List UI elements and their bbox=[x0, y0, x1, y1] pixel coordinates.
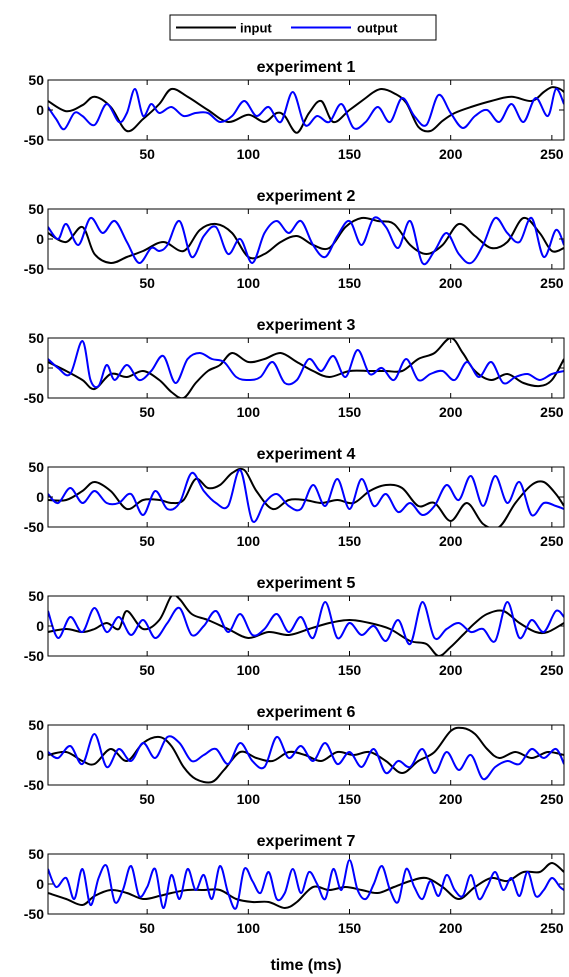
plot-area-3 bbox=[48, 338, 564, 398]
y-tick-label: 50 bbox=[28, 459, 44, 475]
x-tick-label: 50 bbox=[139, 791, 155, 807]
x-tick-label: 250 bbox=[540, 920, 564, 936]
x-tick-label: 50 bbox=[139, 533, 155, 549]
series-line-input-1 bbox=[48, 86, 564, 134]
series-line-output-7 bbox=[48, 859, 564, 910]
y-tick-label: 50 bbox=[28, 846, 44, 862]
series-line-input-5 bbox=[48, 596, 564, 656]
y-tick-label: 0 bbox=[36, 747, 44, 763]
panel-7: experiment 7 -50 0 50 50 100 150 200 250 bbox=[24, 833, 565, 936]
y-tick-label: -50 bbox=[24, 777, 44, 793]
y-tick-label: -50 bbox=[24, 390, 44, 406]
panel-2: experiment 2 -50 0 50 50 100 150 200 250 bbox=[24, 188, 565, 291]
x-tick-label: 100 bbox=[237, 920, 261, 936]
x-tick-label: 250 bbox=[540, 275, 564, 291]
x-axis-label: time (ms) bbox=[270, 957, 341, 974]
y-tick-label: 0 bbox=[36, 360, 44, 376]
x-tick-label: 250 bbox=[540, 404, 564, 420]
x-tick-label: 250 bbox=[540, 533, 564, 549]
panel-title-2: experiment 2 bbox=[257, 188, 356, 205]
x-tick-label: 150 bbox=[338, 275, 362, 291]
series-line-input-3 bbox=[48, 338, 564, 398]
x-tick-label: 200 bbox=[439, 146, 463, 162]
x-tick-label: 150 bbox=[338, 791, 362, 807]
y-tick-label: 0 bbox=[36, 618, 44, 634]
panel-title-6: experiment 6 bbox=[257, 704, 356, 721]
x-tick-label: 250 bbox=[540, 146, 564, 162]
x-tick-label: 100 bbox=[237, 275, 261, 291]
plot-area-6 bbox=[48, 726, 564, 784]
y-tick-label: -50 bbox=[24, 132, 44, 148]
x-tick-label: 50 bbox=[139, 146, 155, 162]
x-tick-label: 100 bbox=[237, 791, 261, 807]
x-tick-label: 150 bbox=[338, 404, 362, 420]
y-tick-label: 0 bbox=[36, 876, 44, 892]
x-tick-label: 200 bbox=[439, 404, 463, 420]
x-tick-label: 200 bbox=[439, 275, 463, 291]
x-tick-label: 250 bbox=[540, 791, 564, 807]
x-tick-label: 100 bbox=[237, 533, 261, 549]
panel-title-1: experiment 1 bbox=[257, 59, 356, 76]
series-line-input-7 bbox=[48, 862, 564, 909]
series-line-output-4 bbox=[48, 468, 564, 523]
y-tick-label: -50 bbox=[24, 906, 44, 922]
plot-area-2 bbox=[48, 216, 564, 266]
y-tick-label: 50 bbox=[28, 717, 44, 733]
x-tick-label: 250 bbox=[540, 662, 564, 678]
x-tick-label: 100 bbox=[237, 404, 261, 420]
y-tick-label: 50 bbox=[28, 330, 44, 346]
panel-1: experiment 1 -50 0 50 50 100 150 200 250 bbox=[24, 59, 565, 162]
series-line-output-6 bbox=[48, 732, 564, 781]
plot-area-5 bbox=[48, 596, 564, 656]
x-tick-label: 100 bbox=[237, 662, 261, 678]
x-tick-label: 50 bbox=[139, 275, 155, 291]
x-tick-label: 200 bbox=[439, 791, 463, 807]
panel-6: experiment 6 -50 0 50 50 100 150 200 250 bbox=[24, 704, 565, 807]
x-tick-label: 50 bbox=[139, 662, 155, 678]
series-line-output-5 bbox=[48, 600, 564, 646]
panel-title-7: experiment 7 bbox=[257, 833, 356, 850]
series-line-output-2 bbox=[48, 216, 564, 266]
x-tick-label: 150 bbox=[338, 662, 362, 678]
x-tick-label: 50 bbox=[139, 920, 155, 936]
plot-area-4 bbox=[48, 467, 564, 527]
panel-4: experiment 4 -50 0 50 50 100 150 200 250 bbox=[24, 446, 565, 549]
x-tick-label: 100 bbox=[237, 146, 261, 162]
y-tick-label: -50 bbox=[24, 648, 44, 664]
legend: input output bbox=[169, 14, 437, 41]
y-tick-label: 50 bbox=[28, 72, 44, 88]
x-tick-label: 50 bbox=[139, 404, 155, 420]
panel-title-5: experiment 5 bbox=[257, 575, 356, 592]
legend-label-input: input bbox=[240, 21, 272, 36]
y-tick-label: 0 bbox=[36, 231, 44, 247]
plot-area-1 bbox=[48, 86, 564, 134]
y-tick-label: 50 bbox=[28, 201, 44, 217]
y-tick-label: 0 bbox=[36, 102, 44, 118]
plot-area-7 bbox=[48, 859, 564, 910]
x-tick-label: 150 bbox=[338, 533, 362, 549]
series-line-input-4 bbox=[48, 467, 564, 527]
x-tick-label: 150 bbox=[338, 920, 362, 936]
y-tick-label: 0 bbox=[36, 489, 44, 505]
series-line-output-1 bbox=[48, 87, 564, 131]
y-tick-label: -50 bbox=[24, 519, 44, 535]
legend-label-output: output bbox=[357, 21, 398, 36]
x-tick-label: 200 bbox=[439, 920, 463, 936]
panel-title-3: experiment 3 bbox=[257, 317, 356, 334]
y-tick-label: -50 bbox=[24, 261, 44, 277]
series-line-output-3 bbox=[48, 339, 564, 389]
x-tick-label: 200 bbox=[439, 533, 463, 549]
x-tick-label: 150 bbox=[338, 146, 362, 162]
panel-title-4: experiment 4 bbox=[257, 446, 356, 463]
panel-3: experiment 3 -50 0 50 50 100 150 200 250 bbox=[24, 317, 565, 420]
y-tick-label: 50 bbox=[28, 588, 44, 604]
panel-5: experiment 5 -50 0 50 50 100 150 200 250 bbox=[24, 575, 565, 678]
x-tick-label: 200 bbox=[439, 662, 463, 678]
